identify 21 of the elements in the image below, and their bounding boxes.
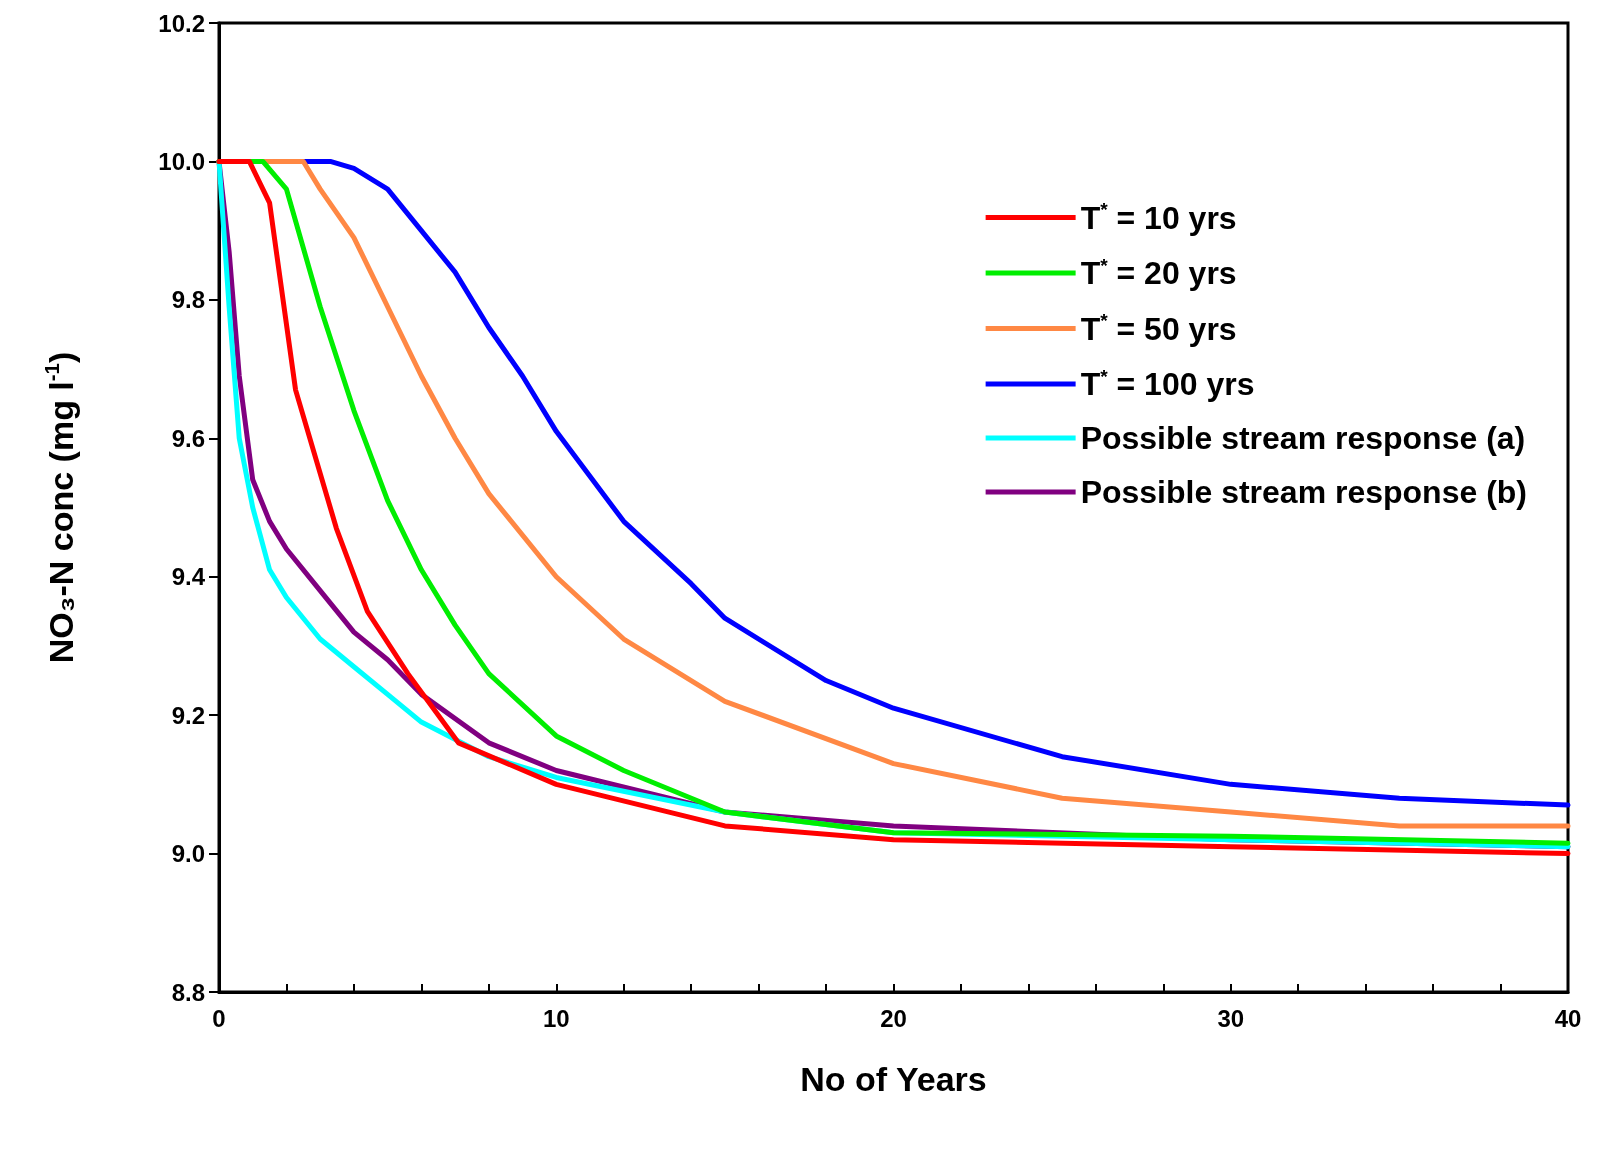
x-tick-label: 10 (542, 1004, 570, 1032)
y-axis-title: NO₃-N conc (mg l-1) (41, 351, 80, 664)
x-axis-title: No of Years (800, 1060, 987, 1098)
y-tick-label: 10.0 (158, 147, 205, 175)
legend-label: T* = 20 yrs (1080, 254, 1237, 291)
y-tick-label: 8.8 (171, 978, 205, 1006)
y-tick-label: 9.0 (171, 840, 205, 868)
x-tick-label: 30 (1217, 1004, 1245, 1032)
legend-label: T* = 10 yrs (1080, 199, 1237, 236)
legend-label: T* = 100 yrs (1080, 365, 1255, 402)
y-tick-label: 9.8 (171, 286, 205, 314)
y-tick-label: 9.4 (171, 563, 206, 591)
x-tick-label: 40 (1554, 1004, 1582, 1032)
x-tick-label: 20 (880, 1004, 907, 1032)
x-tick-label: 0 (212, 1004, 226, 1032)
y-tick-label: 9.2 (171, 701, 205, 729)
legend-label: Possible stream response (a) (1080, 420, 1526, 456)
y-tick-label: 9.6 (171, 424, 205, 452)
legend-label: Possible stream response (b) (1080, 474, 1527, 510)
legend-label: T* = 50 yrs (1080, 310, 1237, 347)
y-tick-label: 10.2 (158, 9, 205, 37)
